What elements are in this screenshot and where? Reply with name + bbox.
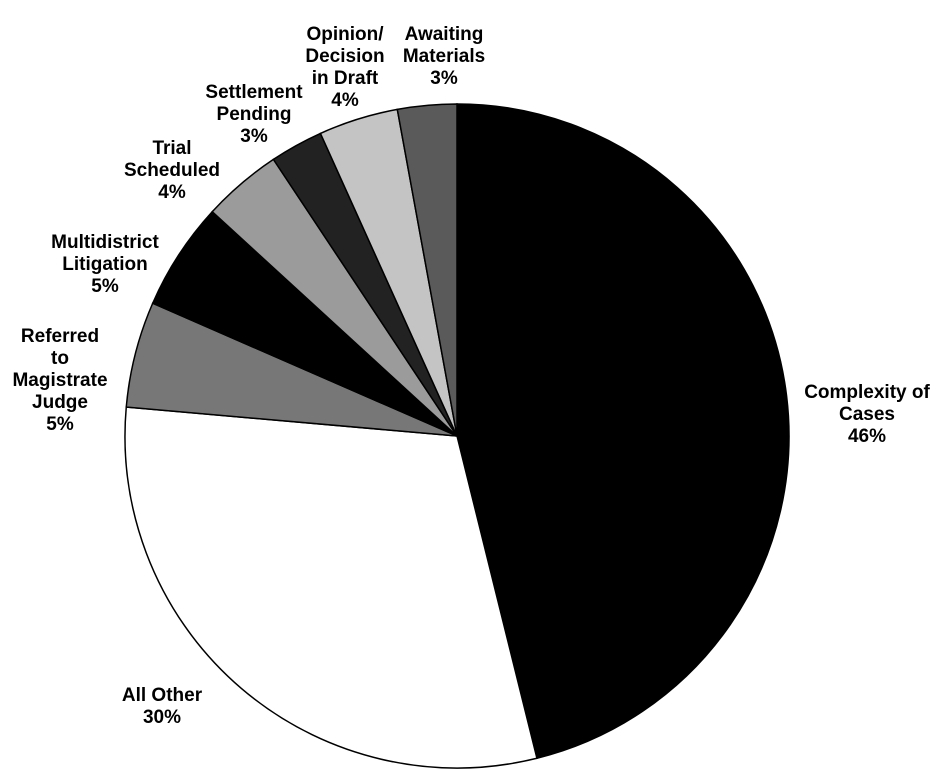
pie-label-trial: Trial Scheduled 4% — [124, 138, 220, 203]
pie-label-percent: 46% — [848, 426, 886, 447]
pie-label-all-other: All Other 30% — [122, 685, 203, 728]
pie-label-percent: 30% — [143, 707, 181, 728]
pie-label-line: All Other — [122, 685, 203, 706]
pie-label-opinion: Opinion/Decision in Draft 4% — [305, 24, 384, 111]
pie-label-complexity: Complexity of Cases 46% — [804, 382, 930, 447]
pie-label-line: Awaiting — [405, 24, 484, 45]
pie-label-line: Litigation — [62, 254, 147, 275]
pie-label-line: Decision — [305, 46, 384, 67]
pie-label-line: Pending — [217, 104, 292, 125]
pie-label-percent: 4% — [331, 90, 359, 111]
pie-slice-awaiting — [396, 103, 458, 437]
pie-label-line: Judge — [32, 392, 88, 413]
pie-label-line: Trial — [152, 138, 191, 159]
pie-label-line: Magistrate — [12, 370, 107, 391]
pie-slice-all-other — [124, 406, 538, 769]
pie-label-settlement: Settlement Pending 3% — [205, 82, 303, 147]
pie-label-percent: 5% — [46, 414, 74, 435]
pie-label-percent: 3% — [430, 68, 458, 89]
pie-label-line: Settlement — [205, 82, 303, 103]
pie-label-awaiting: Awaiting Materials 3% — [403, 24, 485, 89]
pie-label-line: Scheduled — [124, 160, 220, 181]
pie-label-multidistrict: Multidistrict Litigation 5% — [51, 232, 159, 297]
pie-label-referred: Referred to Magistrate Judge 5% — [12, 326, 107, 435]
pie-label-line: Complexity of — [804, 382, 930, 403]
pie-slices — [124, 103, 790, 769]
pie-slice-complexity — [456, 103, 790, 760]
pie-label-line: in Draft — [312, 68, 379, 89]
pie-label-percent: 5% — [91, 276, 119, 297]
pie-label-line: Opinion/ — [306, 24, 384, 45]
pie-labels: Complexity of Cases 46% All Other 30% Referre… — [12, 24, 930, 728]
pie-label-line: to — [51, 348, 69, 369]
pie-label-percent: 4% — [158, 182, 186, 203]
pie-label-line: Referred — [21, 326, 99, 347]
pie-label-line: Materials — [403, 46, 485, 67]
pie-label-line: Multidistrict — [51, 232, 159, 253]
pie-label-line: Cases — [839, 404, 895, 425]
pie-label-percent: 3% — [240, 126, 268, 147]
